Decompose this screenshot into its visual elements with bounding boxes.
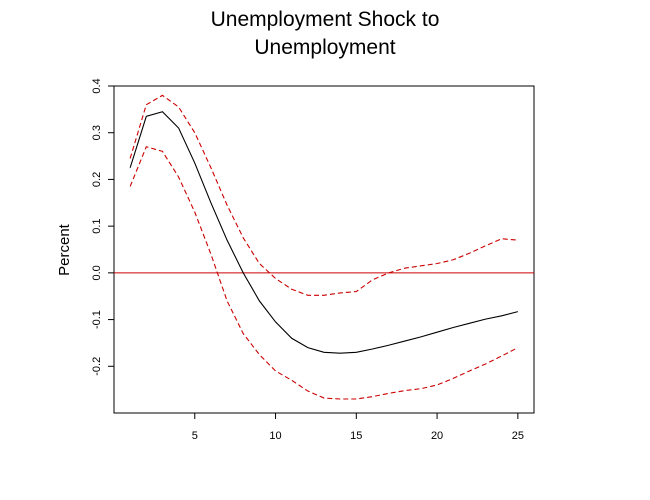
x-axis: 5 10 15 20 25 — [192, 413, 524, 442]
y-axis-label: Percent — [56, 223, 73, 276]
x-tick-label: 20 — [431, 430, 443, 442]
y-tick-label: 0.3 — [91, 125, 103, 140]
plot-frame — [113, 85, 535, 414]
series-upper-band-line — [129, 94, 518, 296]
chart-title-line-1: Unemployment Shock to — [211, 8, 440, 31]
x-tick-label: 5 — [192, 430, 198, 442]
y-tick-label: 0.2 — [91, 172, 103, 187]
series-response-line — [129, 111, 518, 354]
y-tick-label: 0.1 — [91, 218, 103, 233]
y-tick-label: 0.4 — [91, 78, 103, 93]
y-tick-label: -0.1 — [91, 310, 103, 329]
chart-title-line-2: Unemployment — [254, 36, 395, 59]
series-lower-band-line — [129, 146, 519, 400]
x-tick-label: 10 — [269, 430, 281, 442]
x-tick-label: 25 — [512, 430, 524, 442]
y-tick-label: 0.0 — [91, 265, 103, 280]
y-axis: -0.2 -0.1 0.0 0.1 0.2 0.3 0.4 — [91, 78, 114, 376]
series-group — [129, 94, 519, 400]
y-tick-label: -0.2 — [91, 357, 103, 376]
x-tick-label: 15 — [350, 430, 362, 442]
